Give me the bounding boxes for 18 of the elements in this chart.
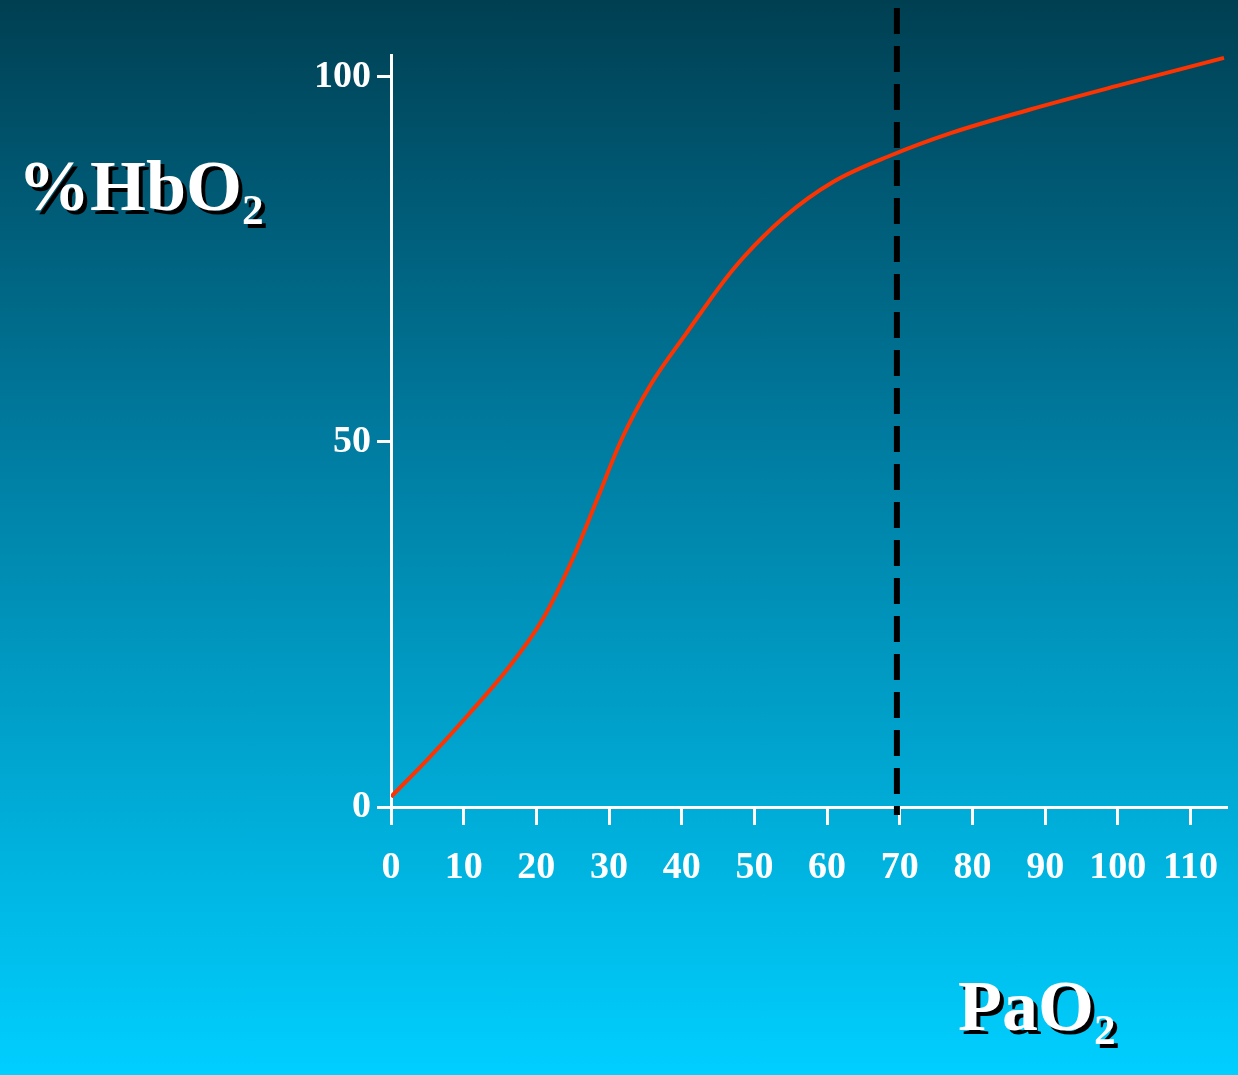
x-tick-label: 110 xyxy=(1163,843,1218,886)
x-tick-label: 20 xyxy=(517,843,556,886)
x-tick-label: 90 xyxy=(1026,843,1065,886)
x-tick-label: 80 xyxy=(953,843,992,886)
x-tick-label: 0 xyxy=(381,843,401,886)
x-tick-label: 100 xyxy=(1089,843,1147,886)
y-tick-label: 100 xyxy=(314,52,371,95)
x-tick-label: 30 xyxy=(590,843,629,886)
x-tick-label: 40 xyxy=(662,843,701,886)
y-tick-label: 50 xyxy=(333,417,371,460)
x-axis-title: PaO₂ xyxy=(958,965,1116,1048)
x-tick-label: 60 xyxy=(808,843,847,886)
y-axis-title: %HbO₂ xyxy=(18,145,264,228)
x-tick-label: 50 xyxy=(735,843,774,886)
y-tick-label: 0 xyxy=(352,782,371,825)
x-tick-label: 70 xyxy=(880,843,919,886)
line-series xyxy=(391,55,1226,799)
x-tick-label: 10 xyxy=(444,843,483,886)
